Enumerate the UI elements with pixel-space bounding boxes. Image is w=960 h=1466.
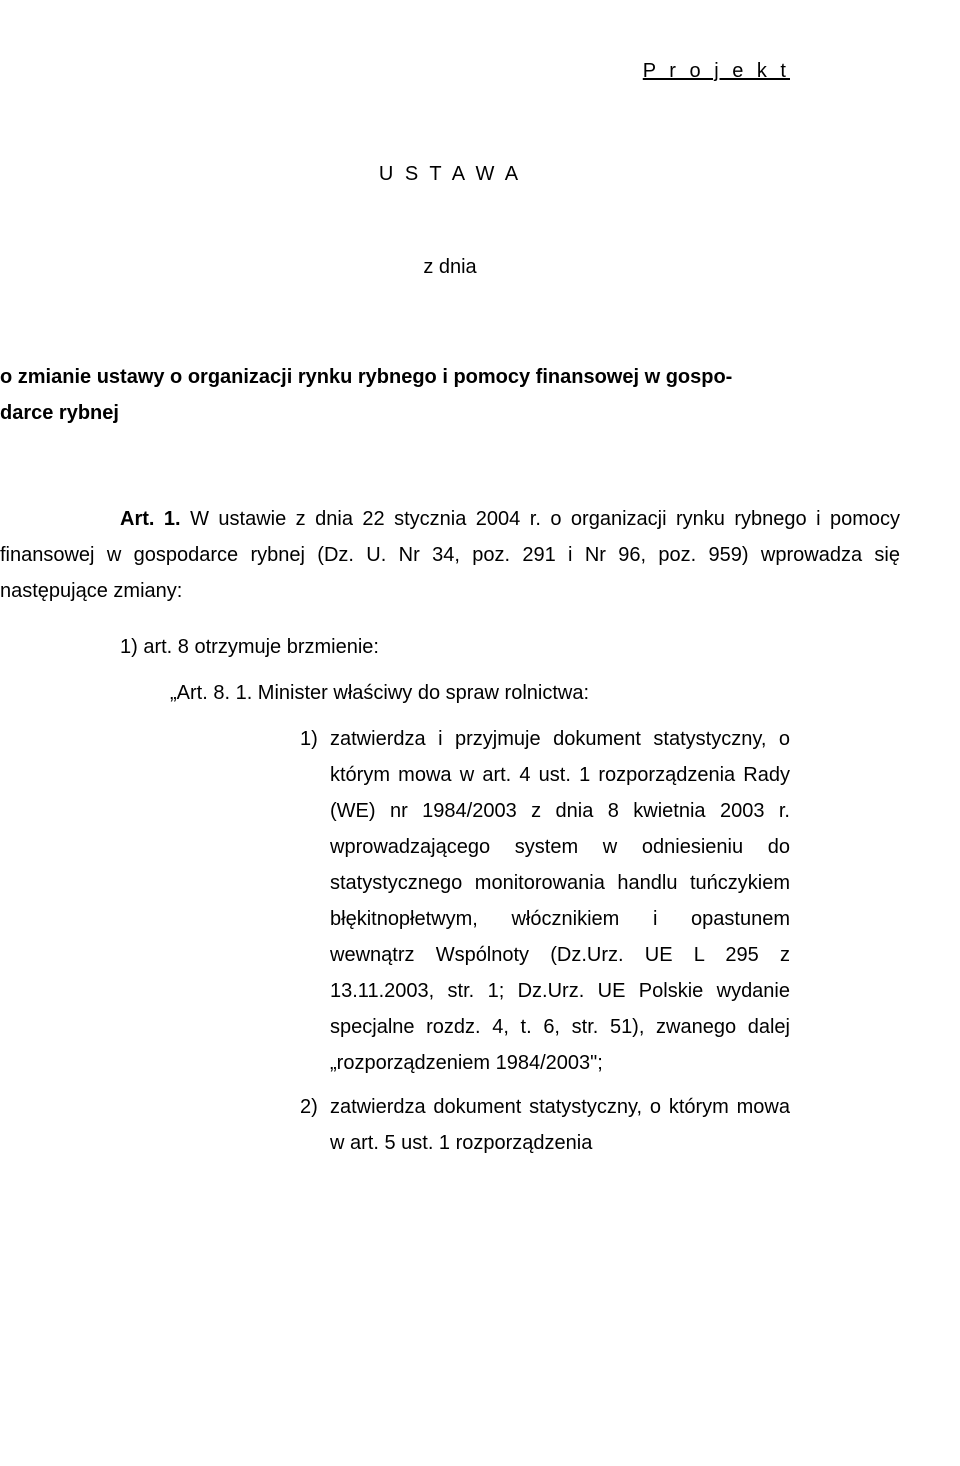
act-title: o zmianie ustawy o organizacji rynku ryb…: [0, 359, 900, 431]
sublist-text-1: zatwierdza i przyjmuje dokument statysty…: [330, 728, 790, 1074]
article-1-label: Art. 1.: [120, 508, 181, 530]
project-tag: P r o j e k t: [0, 60, 900, 83]
sublist-item-1: 1)zatwierdza i przyjmuje dokument statys…: [330, 721, 790, 1081]
document-page: P r o j e k t U S T A W A z dnia o zmian…: [0, 0, 960, 1466]
document-title: U S T A W A: [0, 163, 900, 186]
sublist-num-2: 2): [300, 1089, 330, 1125]
sublist-text-2: zatwierdza dokument statystyczny, o któr…: [330, 1096, 790, 1154]
sublist-num-1: 1): [300, 721, 330, 757]
act-title-line1: o zmianie ustawy o organizacji rynku ryb…: [0, 366, 732, 388]
article-1: Art. 1. W ustawie z dnia 22 stycznia 200…: [0, 501, 900, 609]
sublist: 1)zatwierdza i przyjmuje dokument statys…: [0, 721, 900, 1161]
date-line: z dnia: [0, 256, 900, 279]
list-item-1-quote: „Art. 8. 1. Minister właściwy do spraw r…: [0, 675, 900, 711]
sublist-item-2: 2)zatwierdza dokument statystyczny, o kt…: [330, 1089, 790, 1161]
list-item-1: 1) art. 8 otrzymuje brzmienie:: [0, 629, 900, 665]
act-title-line2: darce rybnej: [0, 402, 119, 424]
